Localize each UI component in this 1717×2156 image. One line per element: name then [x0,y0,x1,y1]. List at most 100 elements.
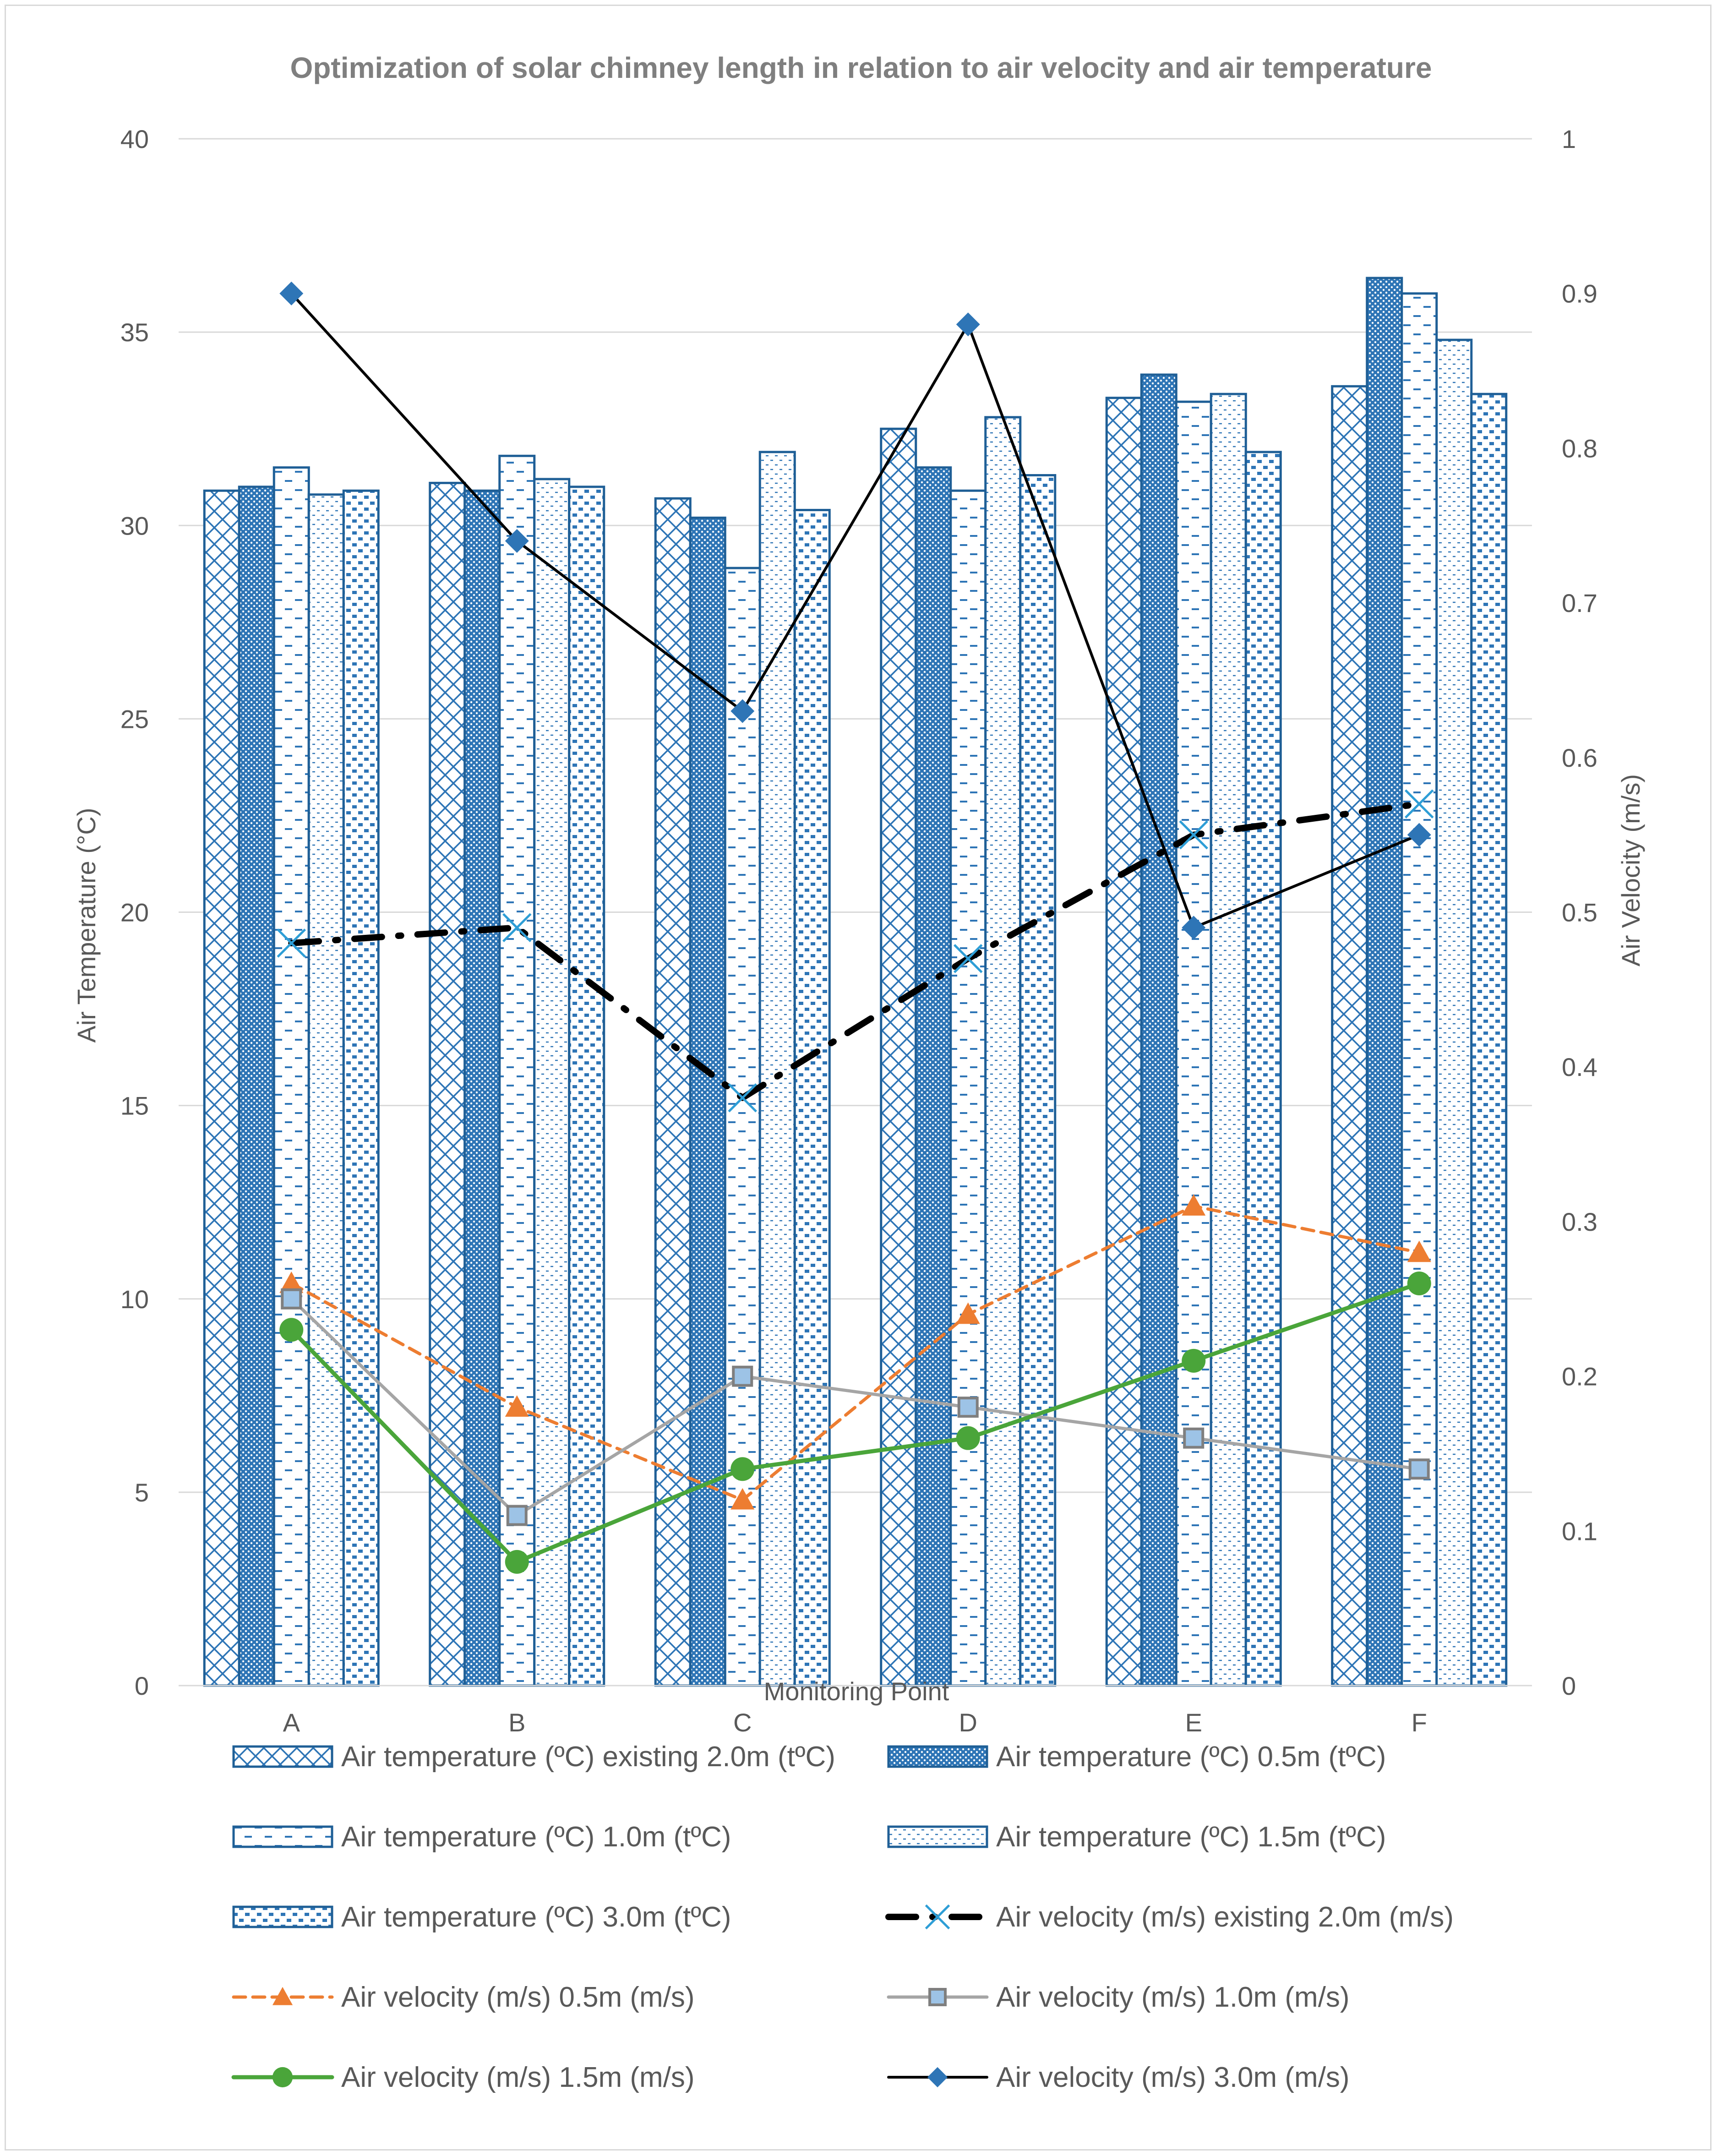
y-tick-label: 35 [120,318,149,347]
y2-tick-label: 0.8 [1562,434,1597,463]
series-line [290,292,1421,929]
legend-entry: Air temperature (ºC) 3.0m (tºC) [232,1901,731,1933]
x-tick-label: E [1185,1708,1202,1737]
marker-square [281,1288,302,1310]
marker-triangle [279,1271,304,1293]
y-tick-label: 0 [135,1671,149,1700]
y2-tick-label: 0.2 [1562,1362,1597,1391]
marker-x [277,928,306,958]
marker-x [1404,789,1434,819]
legend-label: Air temperature (ºC) 1.0m (tºC) [341,1821,731,1853]
y2-tick-label: 0.9 [1562,279,1597,308]
marker-triangle [1182,1194,1206,1216]
legend-label: Air velocity (m/s) existing 2.0m (m/s) [996,1901,1454,1933]
legend-label: Air temperature (ºC) 3.0m (tºC) [341,1901,731,1933]
bar [203,489,240,1687]
bar [949,489,987,1687]
marker-stroke [277,928,306,958]
x-axis-title: Monitoring Point [764,1677,949,1706]
bar [1470,393,1508,1687]
y2-tick-label: 0.1 [1562,1517,1597,1545]
marker-circle [1407,1271,1431,1295]
marker-x [502,913,532,943]
marker-circle [956,1426,980,1450]
bar [984,416,1022,1687]
marker-circle [730,1457,755,1481]
legend-swatch [232,1825,333,1848]
bar [463,489,501,1687]
legend-label: Air velocity (m/s) 0.5m (m/s) [341,1981,695,2013]
bar [915,466,952,1687]
marker-diamond [1407,823,1431,847]
series-line [289,1281,1422,1564]
marker-diamond [505,529,529,553]
y-tick-label: 5 [135,1478,149,1507]
marker-circle [505,1550,529,1574]
marker-stroke [502,913,532,943]
gridlines [179,138,1532,1493]
series-line [289,1297,1421,1517]
legend-entry: Air temperature (ºC) 1.0m (tºC) [232,1821,731,1853]
marker-triangle [1407,1240,1431,1262]
x-tick-label: A [283,1708,300,1737]
y-tick-label: 25 [120,704,149,733]
bar [498,454,536,1687]
legend-swatch [887,1745,988,1768]
bar [758,451,796,1687]
y2-tick-label: 0.7 [1562,589,1597,617]
y-tick-label: 15 [120,1092,149,1120]
bar [1175,400,1212,1687]
legend-label: Air temperature (ºC) 1.5m (tºC) [996,1821,1386,1853]
marker-square [1183,1427,1205,1449]
marker-diamond [730,699,755,723]
bar [1366,277,1403,1687]
bar [1140,373,1177,1687]
series-line [288,801,1423,1101]
marker-x [925,1904,950,1930]
bar [1331,385,1368,1687]
marker-triangle [272,1987,293,2005]
legend-swatch [887,1825,988,1848]
legend-label: Air velocity (m/s) 1.5m (m/s) [341,2062,695,2093]
bar [533,478,571,1687]
bar [568,486,605,1687]
legend-entry: Air velocity (m/s) existing 2.0m (m/s) [885,1901,1454,1933]
marker-x [953,944,983,973]
bar [654,497,692,1687]
legend-swatch [232,1745,333,1768]
bar [1435,338,1473,1687]
bar-group [203,277,1508,1687]
legend-entry: Air velocity (m/s) 1.5m (m/s) [231,2062,695,2093]
legend-label: Air velocity (m/s) 3.0m (m/s) [996,2062,1350,2093]
legend-label: Air temperature (ºC) existing 2.0m (tºC) [341,1741,835,1773]
legend-entry: Air velocity (m/s) 3.0m (m/s) [887,2062,1350,2093]
bar [724,567,761,1687]
y2-tick-label: 0.6 [1562,743,1597,772]
line-group [277,281,1434,1574]
bar [273,466,310,1687]
bar [1105,397,1143,1687]
marker-diamond [279,281,304,306]
legend: Air temperature (ºC) existing 2.0m (tºC)… [231,1741,1454,2093]
legend-label: Air temperature (ºC) 0.5m (tºC) [996,1741,1386,1773]
marker-diamond [956,312,980,337]
y2-axis-title: Air Velocity (m/s) [1616,774,1645,966]
series-line [289,1204,1421,1502]
marker-circle [272,2067,293,2088]
y2-tick-label: 1 [1562,125,1576,153]
chart-title: Optimization of solar chimney length in … [290,51,1432,84]
marker-stroke [1404,789,1434,819]
legend-label: Air velocity (m/s) 1.0m (m/s) [996,1981,1350,2013]
legend-entry: Air temperature (ºC) existing 2.0m (tºC) [232,1741,835,1773]
legend-entry: Air velocity (m/s) 1.0m (m/s) [887,1981,1350,2013]
marker-triangle [956,1302,980,1324]
marker-circle [1182,1348,1206,1373]
marker-circle [279,1318,304,1342]
y-tick-label: 30 [120,511,149,540]
legend-swatch [232,1905,333,1928]
y-tick-label: 40 [120,125,149,153]
marker-square [957,1397,979,1418]
y2-tick-label: 0.4 [1562,1053,1597,1081]
axes: 0 5 10 15 20 25 30 35 40 0 0.1 0.2 0.3 0.4 0.5 0.6 0.7 0.… [120,125,1597,1737]
